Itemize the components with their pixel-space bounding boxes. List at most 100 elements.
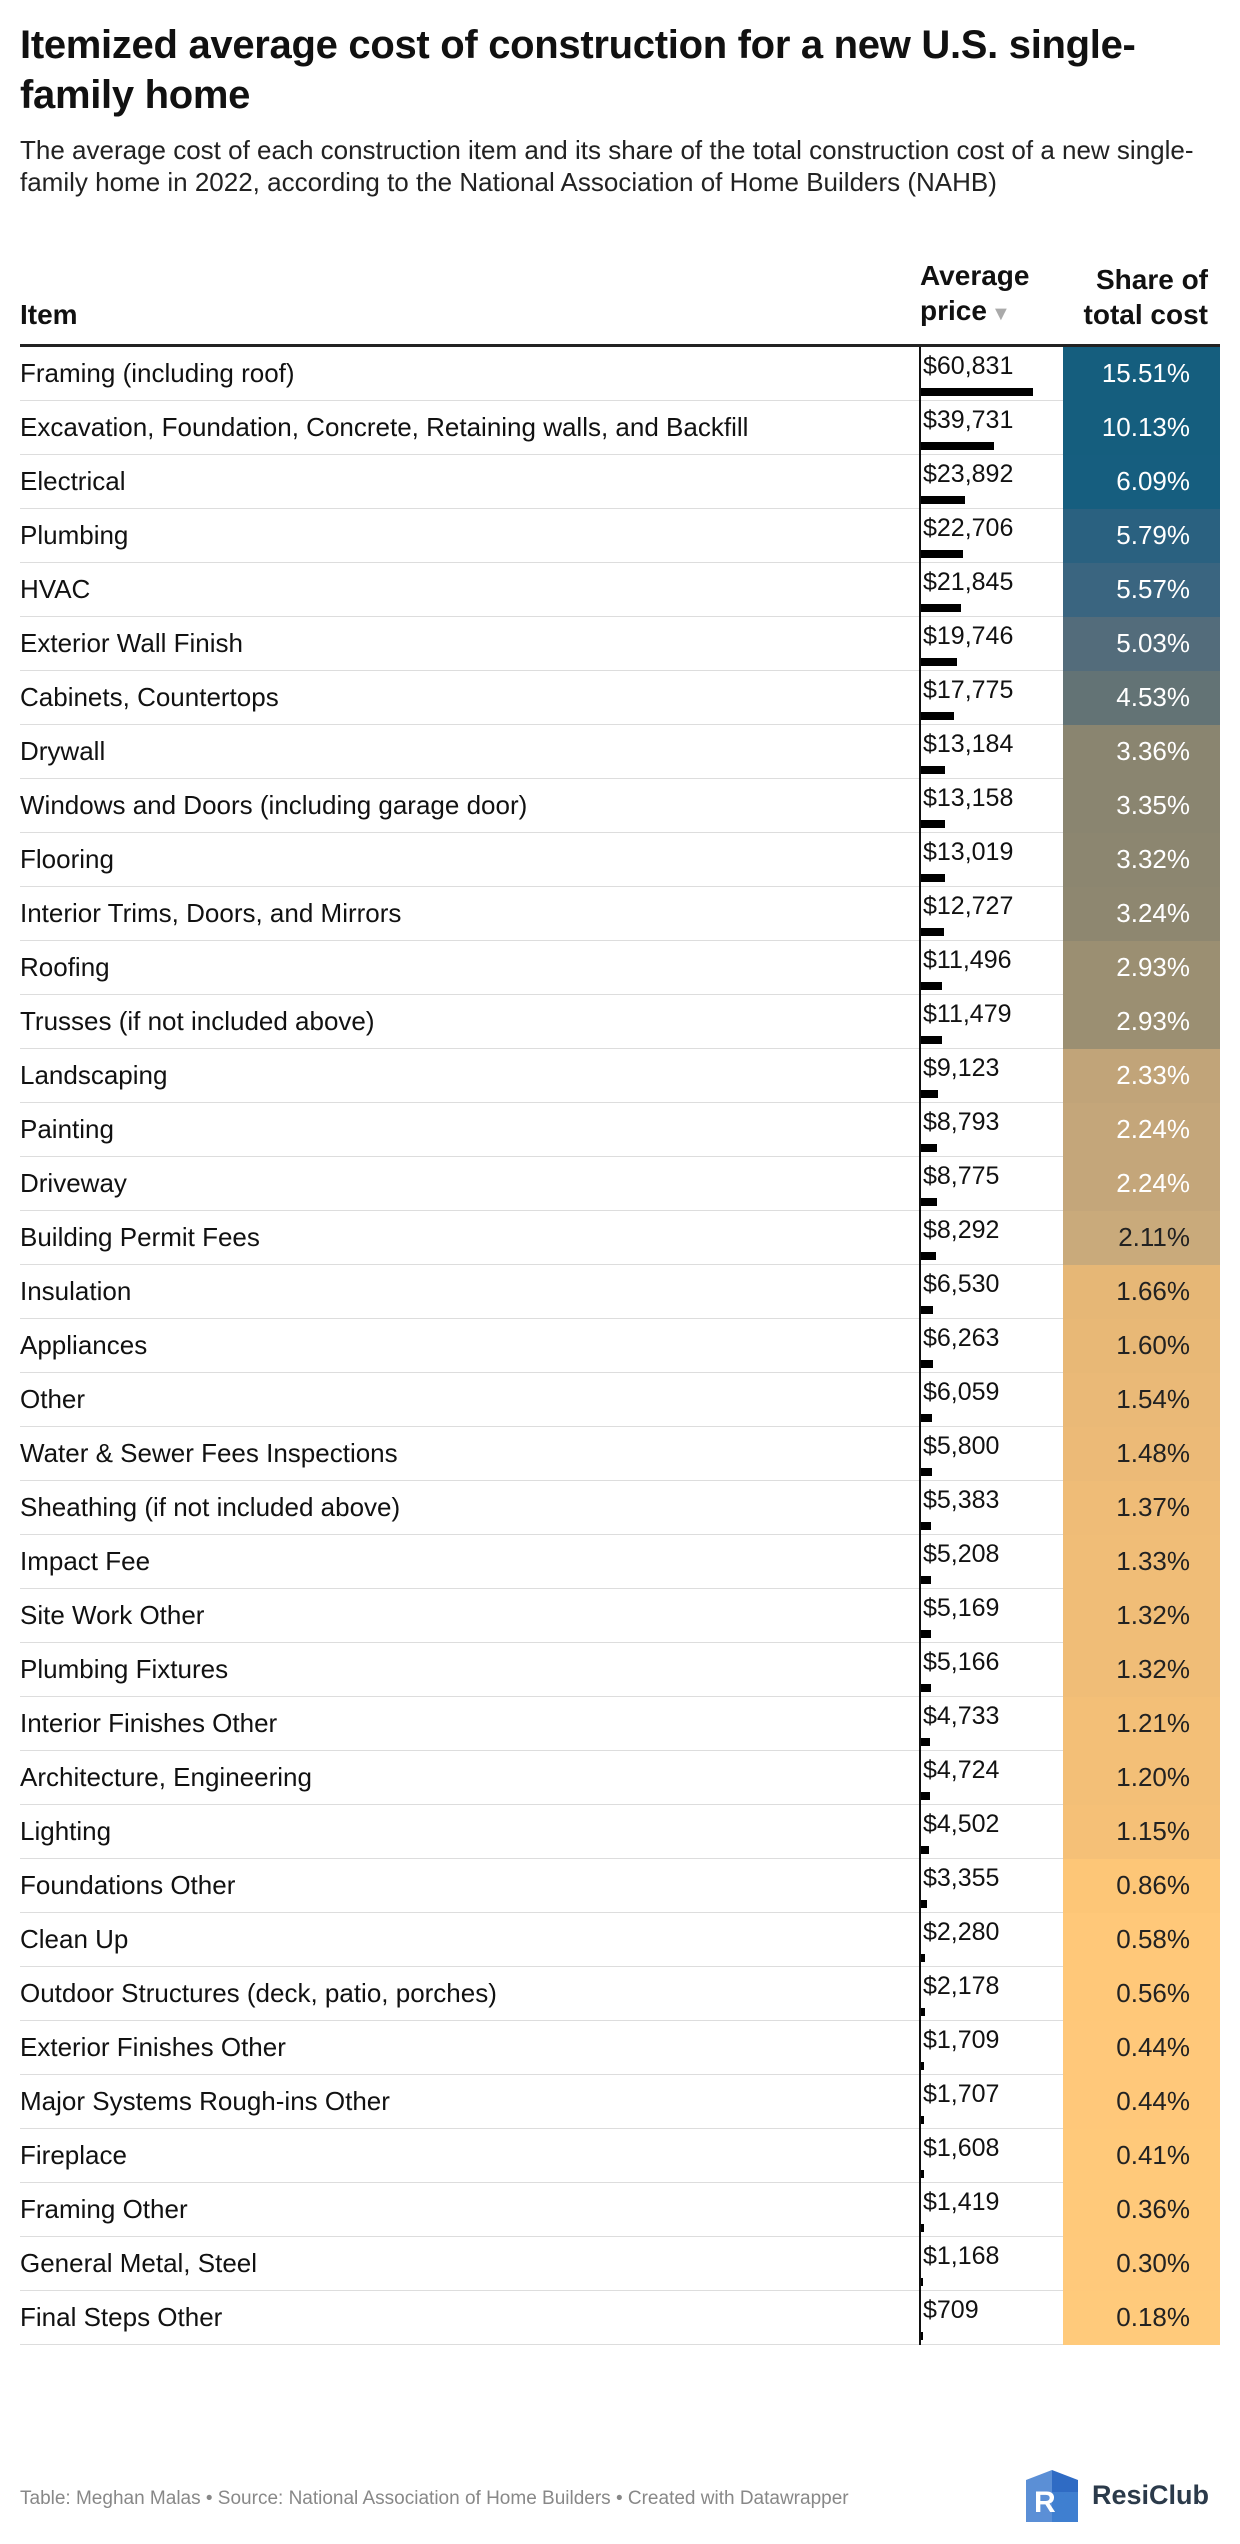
- table-header-row: Item Average price ▼ Share of total cost: [20, 258, 1220, 346]
- column-header-price-label: Average price: [920, 260, 1030, 326]
- price-label: $2,280: [923, 1918, 1000, 1946]
- price-label: $23,892: [923, 460, 1014, 488]
- price-cell: $6,059: [919, 1372, 1063, 1427]
- price-label: $1,608: [923, 2134, 1000, 2162]
- item-cell: Drywall: [20, 724, 920, 779]
- price-bar: [921, 1252, 936, 1260]
- price-cell: $5,208: [919, 1534, 1063, 1589]
- table-row: HVAC $21,845 5.57%: [20, 562, 1220, 617]
- price-cell: $8,793: [919, 1102, 1063, 1157]
- price-bar: [921, 1414, 932, 1422]
- price-label: $6,263: [923, 1324, 1000, 1352]
- price-cell: $4,724: [919, 1750, 1063, 1805]
- item-cell: Windows and Doors (including garage door…: [20, 778, 920, 833]
- price-label: $5,383: [923, 1486, 1000, 1514]
- share-cell: 0.30%: [1063, 2236, 1220, 2291]
- share-cell: 1.32%: [1063, 1588, 1220, 1643]
- price-label: $5,166: [923, 1648, 1000, 1676]
- price-cell: $8,292: [919, 1210, 1063, 1265]
- item-cell: Foundations Other: [20, 1858, 920, 1913]
- item-cell: Other: [20, 1372, 920, 1427]
- price-cell: $39,731: [919, 400, 1063, 455]
- svg-text:R: R: [1034, 2486, 1056, 2519]
- price-cell: $2,178: [919, 1966, 1063, 2021]
- price-cell: $3,355: [919, 1858, 1063, 1913]
- table-row: Site Work Other $5,169 1.32%: [20, 1588, 1220, 1643]
- table-row: Fireplace $1,608 0.41%: [20, 2128, 1220, 2183]
- item-cell: General Metal, Steel: [20, 2236, 920, 2291]
- item-cell: Clean Up: [20, 1912, 920, 1967]
- item-cell: Water & Sewer Fees Inspections: [20, 1426, 920, 1481]
- share-cell: 3.32%: [1063, 832, 1220, 887]
- item-cell: Landscaping: [20, 1048, 920, 1103]
- price-label: $39,731: [923, 406, 1014, 434]
- item-cell: Fireplace: [20, 2128, 920, 2183]
- price-bar: [921, 1846, 929, 1854]
- share-cell: 3.24%: [1063, 886, 1220, 941]
- share-cell: 5.03%: [1063, 616, 1220, 671]
- price-label: $8,793: [923, 1108, 1000, 1136]
- price-label: $4,502: [923, 1810, 1000, 1838]
- chart-subtitle: The average cost of each construction it…: [20, 135, 1194, 197]
- price-cell: $1,608: [919, 2128, 1063, 2183]
- item-cell: Framing (including roof): [20, 345, 920, 401]
- price-label: $1,707: [923, 2080, 1000, 2108]
- share-cell: 6.09%: [1063, 454, 1220, 509]
- price-cell: $11,496: [919, 940, 1063, 995]
- table-row: Driveway $8,775 2.24%: [20, 1156, 1220, 1211]
- share-cell: 1.20%: [1063, 1750, 1220, 1805]
- price-label: $2,178: [923, 1972, 1000, 2000]
- price-label: $5,169: [923, 1594, 1000, 1622]
- table-row: Architecture, Engineering $4,724 1.20%: [20, 1750, 1220, 1805]
- share-cell: 1.21%: [1063, 1696, 1220, 1751]
- price-label: $9,123: [923, 1054, 1000, 1082]
- price-bar: [921, 1306, 933, 1314]
- price-bar: [921, 928, 944, 936]
- price-bar: [921, 2278, 923, 2286]
- table-row: Sheathing (if not included above) $5,383 1…: [20, 1480, 1220, 1535]
- share-cell: 0.36%: [1063, 2182, 1220, 2237]
- column-header-item[interactable]: Item: [20, 258, 920, 346]
- price-label: $11,496: [923, 946, 1012, 974]
- column-header-share-label: Share of total cost: [1083, 264, 1208, 330]
- price-cell: $5,166: [919, 1642, 1063, 1697]
- price-cell: $1,168: [919, 2236, 1063, 2291]
- share-cell: 5.57%: [1063, 562, 1220, 617]
- price-cell: $2,280: [919, 1912, 1063, 1967]
- price-label: $13,184: [923, 730, 1014, 758]
- price-bar: [921, 1738, 930, 1746]
- item-cell: Sheathing (if not included above): [20, 1480, 920, 1535]
- table-row: Final Steps Other $709 0.18%: [20, 2290, 1220, 2345]
- price-cell: $5,383: [919, 1480, 1063, 1535]
- price-label: $12,727: [923, 892, 1014, 920]
- price-label: $3,355: [923, 1864, 1000, 1892]
- share-cell: 1.15%: [1063, 1804, 1220, 1859]
- price-cell: $21,845: [919, 562, 1063, 617]
- price-bar: [921, 1522, 931, 1530]
- price-cell: $11,479: [919, 994, 1063, 1049]
- share-cell: 0.86%: [1063, 1858, 1220, 1913]
- price-cell: $60,831: [919, 345, 1063, 401]
- table-row: Appliances $6,263 1.60%: [20, 1318, 1220, 1373]
- sort-descending-icon[interactable]: ▼: [990, 303, 1011, 325]
- item-cell: Interior Finishes Other: [20, 1696, 920, 1751]
- price-label: $4,724: [923, 1756, 1000, 1784]
- price-label: $17,775: [923, 676, 1014, 704]
- column-header-price[interactable]: Average price ▼: [920, 258, 1063, 346]
- price-bar: [921, 2332, 923, 2340]
- item-cell: Impact Fee: [20, 1534, 920, 1589]
- table-row: Plumbing $22,706 5.79%: [20, 508, 1220, 563]
- price-bar: [921, 1954, 925, 1962]
- item-cell: Outdoor Structures (deck, patio, porches…: [20, 1966, 920, 2021]
- price-bar: [921, 442, 994, 450]
- table-row: Electrical $23,892 6.09%: [20, 454, 1220, 509]
- price-bar: [921, 766, 945, 774]
- price-label: $5,800: [923, 1432, 1000, 1460]
- column-header-share[interactable]: Share of total cost: [1063, 258, 1220, 346]
- price-bar: [921, 550, 963, 558]
- share-cell: 3.36%: [1063, 724, 1220, 779]
- item-cell: Architecture, Engineering: [20, 1750, 920, 1805]
- price-label: $8,292: [923, 1216, 1000, 1244]
- table-row: Outdoor Structures (deck, patio, porches…: [20, 1966, 1220, 2021]
- table-row: Cabinets, Countertops $17,775 4.53%: [20, 670, 1220, 725]
